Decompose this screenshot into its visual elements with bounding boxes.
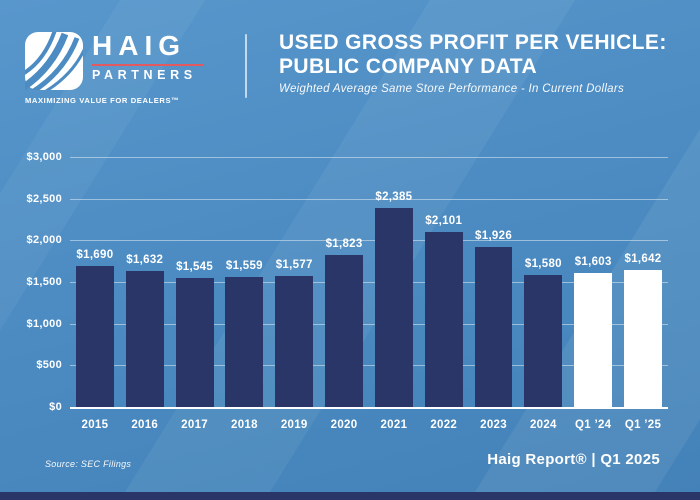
x-axis-tick-label: 2020 bbox=[330, 419, 358, 431]
gridline bbox=[70, 240, 668, 242]
bar-group: $1,603 Q1 ’24 bbox=[568, 157, 618, 431]
x-axis-tick-label: 2022 bbox=[430, 419, 458, 431]
x-axis-tick-label: 2023 bbox=[480, 419, 507, 431]
logo-wordmark: HAIG PARTNERS bbox=[92, 30, 204, 82]
bar-group: $2,385 2021 bbox=[369, 157, 419, 431]
report-label: Haig Report® | Q1 2025 bbox=[487, 451, 660, 468]
gridline bbox=[70, 323, 668, 325]
x-axis-tick-label: 2018 bbox=[231, 419, 258, 431]
bars-container: $1,690 2015 $1,632 2016 $1,545 2017 $1,559 2018… bbox=[70, 157, 668, 431]
x-axis-tick-label: 2024 bbox=[529, 419, 557, 431]
x-axis-tick-label: Q1 ’24 bbox=[575, 419, 612, 431]
bar-group: $1,559 2018 bbox=[219, 157, 269, 431]
bar bbox=[624, 270, 662, 407]
page-title-line2: PUBLIC COMPANY DATA bbox=[279, 54, 538, 78]
bar-group: $1,545 2017 bbox=[170, 157, 220, 431]
y-axis-tick-label: $0 bbox=[49, 401, 62, 413]
x-axis-tick-label: 2017 bbox=[181, 419, 208, 431]
bar-value-label: $1,926 bbox=[475, 229, 513, 242]
logo-tagline: MAXIMIZING VALUE FOR DEALERS™ bbox=[25, 96, 180, 105]
x-axis-tick-label: Q1 ’25 bbox=[624, 419, 662, 431]
bar-value-label: $1,577 bbox=[275, 258, 313, 271]
page-subtitle: Weighted Average Same Store Performance … bbox=[279, 83, 625, 96]
bar-value-label: $1,632 bbox=[126, 254, 164, 266]
bar bbox=[524, 275, 563, 407]
bar-group: $1,577 2019 bbox=[269, 157, 319, 431]
x-axis-tick-label: 2021 bbox=[380, 419, 408, 431]
x-axis-tick-label: 2015 bbox=[81, 419, 109, 431]
bar-group: $1,690 2015 bbox=[70, 157, 120, 431]
bar-value-label: $2,101 bbox=[425, 214, 463, 227]
logo-red-divider bbox=[92, 64, 204, 66]
title-block: USED GROSS PROFIT PER VEHICLE: PUBLIC CO… bbox=[279, 30, 667, 110]
source-note: Source: SEC Filings bbox=[45, 459, 132, 469]
gridline bbox=[70, 365, 668, 367]
y-axis-tick-label: $1,000 bbox=[26, 317, 62, 330]
logo-name: HAIG bbox=[92, 30, 186, 61]
bar bbox=[574, 273, 613, 407]
y-axis-tick-label: $500 bbox=[36, 359, 62, 372]
bar-value-label: $1,545 bbox=[176, 261, 214, 274]
x-axis-tick-label: 2019 bbox=[280, 419, 308, 431]
x-axis-tick-label: 2016 bbox=[131, 419, 159, 431]
bar-group: $2,101 2022 bbox=[419, 157, 469, 431]
gridline bbox=[70, 198, 668, 200]
y-axis-tick-label: $2,000 bbox=[26, 234, 62, 247]
bar bbox=[325, 255, 363, 407]
bar-group: $1,580 2024 bbox=[518, 157, 568, 431]
bar bbox=[424, 231, 463, 407]
bar bbox=[125, 271, 164, 407]
bar bbox=[374, 208, 413, 407]
y-axis-tick-label: $3,000 bbox=[26, 151, 62, 163]
bar-value-label: $1,559 bbox=[225, 260, 263, 273]
bottom-accent-strip bbox=[0, 492, 700, 500]
bar-chart-plot: $3,000 $2,500 $2,000 $1,500 $1,000 $500 $0 $1,6… bbox=[27, 151, 668, 431]
bar bbox=[474, 246, 513, 407]
bar bbox=[275, 275, 314, 407]
bar-value-label: $1,642 bbox=[624, 253, 662, 266]
bar bbox=[175, 278, 214, 407]
bar-value-label: $1,823 bbox=[325, 238, 363, 251]
bar-group: $1,926 2023 bbox=[469, 157, 519, 431]
gridline bbox=[70, 157, 668, 158]
header-vertical-divider bbox=[245, 34, 247, 98]
y-axis-tick-label: $1,500 bbox=[26, 276, 62, 288]
gridline bbox=[70, 282, 668, 283]
bar bbox=[225, 277, 264, 407]
bar bbox=[75, 266, 114, 407]
haig-partners-logo: HAIG PARTNERS MAXIMIZING VALUE FOR DEALE… bbox=[25, 30, 215, 110]
bar-group: $1,642 Q1 ’25 bbox=[618, 157, 668, 431]
bar-value-label: $1,580 bbox=[524, 258, 562, 271]
bar-value-label: $1,603 bbox=[574, 256, 612, 269]
haig-waves-icon bbox=[25, 32, 83, 90]
bar-value-label: $2,385 bbox=[375, 191, 413, 204]
bar-group: $1,823 2020 bbox=[319, 157, 369, 431]
bar-value-label: $1,690 bbox=[76, 249, 114, 262]
y-axis-tick-label: $2,500 bbox=[26, 192, 62, 205]
logo-subname: PARTNERS bbox=[92, 68, 197, 82]
page-title-line1: USED GROSS PROFIT PER VEHICLE: bbox=[279, 31, 667, 54]
bar-group: $1,632 2016 bbox=[120, 157, 170, 431]
header: HAIG PARTNERS MAXIMIZING VALUE FOR DEALE… bbox=[25, 30, 675, 110]
